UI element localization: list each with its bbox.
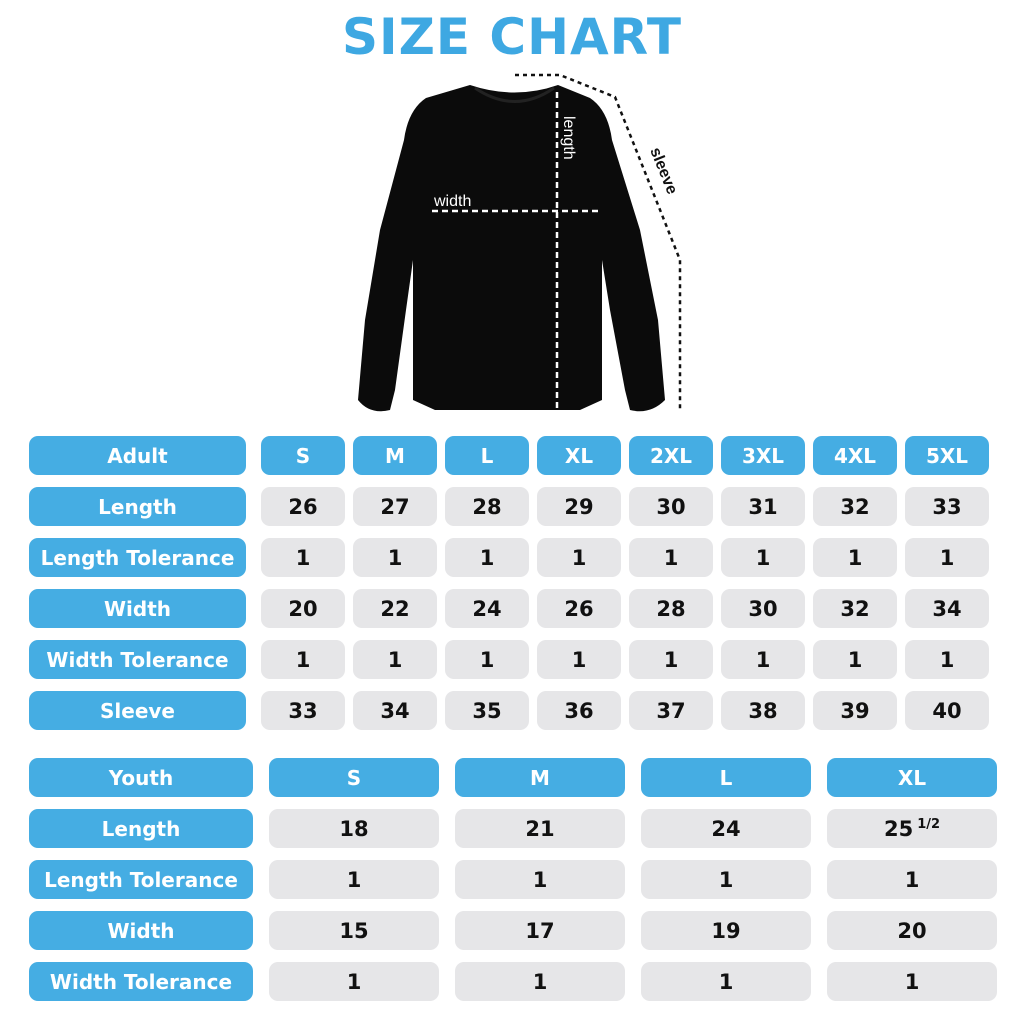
size-header-4xl: 4XL	[813, 436, 897, 475]
table-header-label: Youth	[29, 758, 253, 797]
table-cell: 26	[261, 487, 345, 526]
adult-size-table: Adult S M L XL 2XL 3XL 4XL 5XL Length 26 27 28 29 30 31…	[29, 436, 989, 730]
table-cell: 1	[261, 538, 345, 577]
table-cell: 1	[813, 640, 897, 679]
table-cell: 20	[827, 911, 997, 950]
table-cell: 1	[269, 962, 439, 1001]
row-label: Width Tolerance	[29, 962, 253, 1001]
table-cell: 1	[629, 538, 713, 577]
page-title: SIZE CHART	[341, 8, 683, 66]
table-cell: 32	[813, 589, 897, 628]
table-cell: 40	[905, 691, 989, 730]
table-cell: 28	[445, 487, 529, 526]
row-label: Length	[29, 487, 246, 526]
youth-size-table: Youth S M L XL Length 18 21 24 25 1/2 Length Tolera…	[29, 758, 997, 1001]
table-cell: 1	[445, 640, 529, 679]
table-cell: 26	[537, 589, 621, 628]
size-header-2xl: 2XL	[629, 436, 713, 475]
sleeve-line	[515, 73, 682, 410]
size-header-5xl: 5XL	[905, 436, 989, 475]
table-cell: 18	[269, 809, 439, 848]
table-cell: 21	[455, 809, 625, 848]
table-cell: 35	[445, 691, 529, 730]
neckline	[474, 86, 555, 103]
table-cell: 1	[905, 538, 989, 577]
table-cell: 1	[537, 640, 621, 679]
row-label: Width	[29, 911, 253, 950]
table-cell: 1	[827, 860, 997, 899]
size-header-s: S	[269, 758, 439, 797]
table-cell: 34	[353, 691, 437, 730]
table-cell: 30	[629, 487, 713, 526]
row-label: Length	[29, 809, 253, 848]
table-cell: 1	[353, 538, 437, 577]
row-label: Length Tolerance	[29, 538, 246, 577]
sweater-diagram: width length sleeve	[358, 73, 682, 412]
table-cell: 24	[445, 589, 529, 628]
table-cell: 38	[721, 691, 805, 730]
table-cell: 32	[813, 487, 897, 526]
table-cell: 1	[455, 962, 625, 1001]
table-cell: 17	[455, 911, 625, 950]
table-cell: 39	[813, 691, 897, 730]
table-cell: 1	[353, 640, 437, 679]
table-cell: 1	[721, 640, 805, 679]
table-cell: 28	[629, 589, 713, 628]
size-header-m: M	[353, 436, 437, 475]
width-label: width	[433, 193, 471, 210]
table-cell: 1	[827, 962, 997, 1001]
cell-whole: 25	[883, 816, 914, 841]
table-cell: 1	[269, 860, 439, 899]
size-header-xl: XL	[827, 758, 997, 797]
size-header-s: S	[261, 436, 345, 475]
table-cell: 1	[445, 538, 529, 577]
table-cell: 34	[905, 589, 989, 628]
table-cell: 25 1/2	[827, 809, 997, 848]
table-cell: 1	[629, 640, 713, 679]
row-label: Width Tolerance	[29, 640, 246, 679]
row-label: Width	[29, 589, 246, 628]
table-cell: 1	[641, 962, 811, 1001]
length-label: length	[560, 116, 577, 160]
table-cell: 33	[905, 487, 989, 526]
size-header-3xl: 3XL	[721, 436, 805, 475]
table-cell: 1	[455, 860, 625, 899]
table-cell: 22	[353, 589, 437, 628]
table-cell: 1	[641, 860, 811, 899]
table-cell: 24	[641, 809, 811, 848]
size-header-m: M	[455, 758, 625, 797]
table-cell: 1	[261, 640, 345, 679]
table-cell: 37	[629, 691, 713, 730]
table-cell: 1	[813, 538, 897, 577]
table-cell: 31	[721, 487, 805, 526]
table-cell: 33	[261, 691, 345, 730]
size-header-l: L	[445, 436, 529, 475]
size-header-xl: XL	[537, 436, 621, 475]
table-cell: 27	[353, 487, 437, 526]
table-cell: 1	[721, 538, 805, 577]
table-cell: 1	[905, 640, 989, 679]
size-header-l: L	[641, 758, 811, 797]
table-cell: 30	[721, 589, 805, 628]
table-cell: 1	[537, 538, 621, 577]
table-cell: 29	[537, 487, 621, 526]
table-cell: 19	[641, 911, 811, 950]
sweater-shape	[358, 85, 665, 412]
table-header-label: Adult	[29, 436, 246, 475]
cell-fraction: 1/2	[917, 817, 941, 832]
table-cell: 15	[269, 911, 439, 950]
table-cell: 20	[261, 589, 345, 628]
table-cell: 36	[537, 691, 621, 730]
row-label: Sleeve	[29, 691, 246, 730]
row-label: Length Tolerance	[29, 860, 253, 899]
